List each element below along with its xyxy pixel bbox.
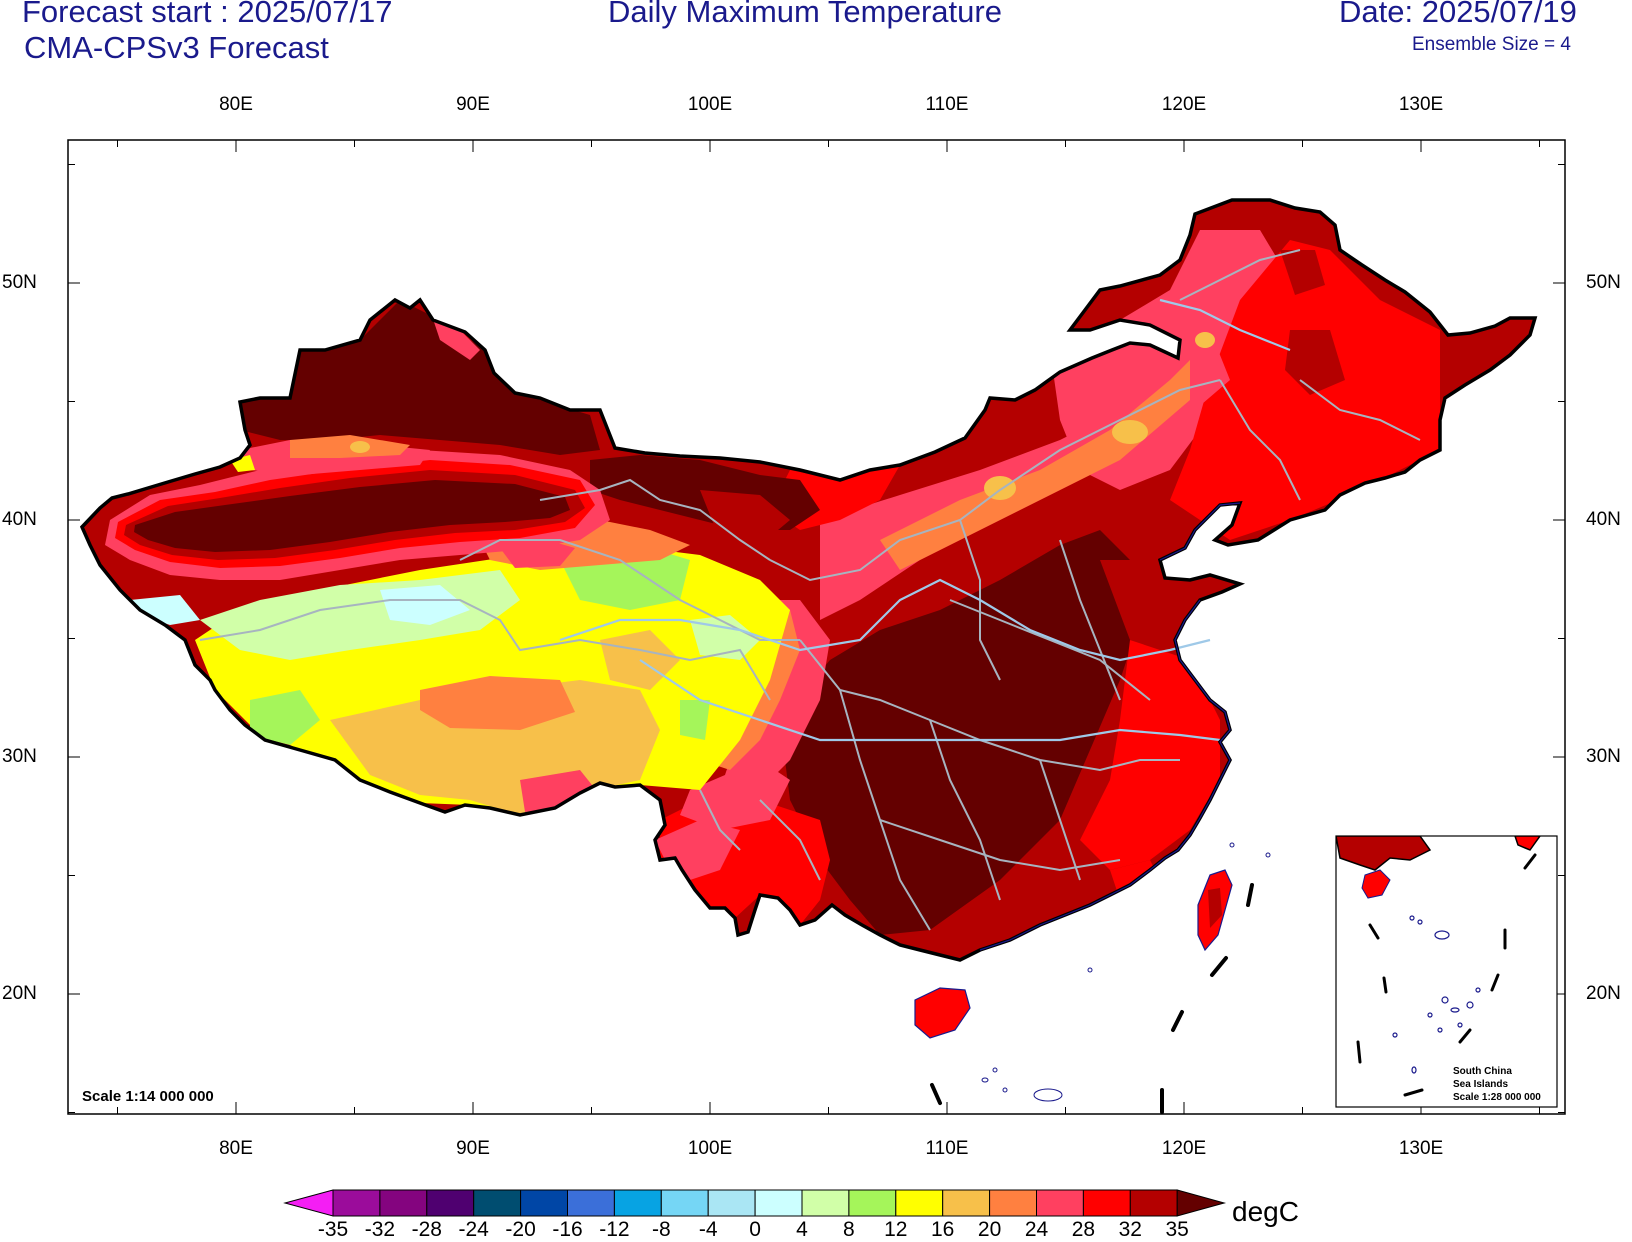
colorbar-tick-label: -12	[599, 1218, 630, 1241]
colorbar-box	[707, 1189, 756, 1217]
lon-label-top: 80E	[219, 94, 253, 115]
colorbar-box	[660, 1189, 709, 1217]
chart-title: Daily Maximum Temperature	[608, 0, 1002, 29]
lon-label-top: 90E	[456, 94, 490, 115]
lat-label-right: 50N	[1586, 272, 1621, 293]
colorbar-tick-label: 35	[1165, 1218, 1189, 1241]
colorbar	[283, 1189, 1227, 1217]
lon-label-top: 120E	[1161, 94, 1207, 115]
colorbar-tick-label: 12	[884, 1218, 908, 1241]
rivers	[559, 298, 1291, 742]
colorbar-tick-label: 32	[1118, 1218, 1142, 1241]
colorbar-tick-label: -28	[411, 1218, 442, 1241]
colorbar-unit-label: degC	[1232, 1196, 1299, 1227]
inset-scale-label: Scale 1:28 000 000	[1453, 1092, 1541, 1103]
colorbar-tick-label: 16	[931, 1218, 955, 1241]
scs-islands	[981, 842, 1271, 1102]
valid-date-label: Date: 2025/07/19	[1339, 0, 1577, 29]
lon-label-top: 130E	[1398, 94, 1444, 115]
colorbar-box	[801, 1189, 850, 1217]
colorbar-under-triangle	[283, 1189, 334, 1217]
colorbar-box	[1036, 1189, 1084, 1217]
inset-title-line2: Sea Islands	[1453, 1079, 1509, 1090]
colorbar-tick-label: 20	[977, 1218, 1002, 1241]
lat-label-left: 50N	[2, 272, 37, 293]
colorbar-over-triangle	[1176, 1189, 1227, 1217]
graticule-ticks	[68, 140, 1565, 1114]
colorbar-box	[473, 1189, 522, 1217]
lon-label-bottom: 80E	[219, 1138, 253, 1159]
colorbar-box	[332, 1189, 381, 1217]
lon-label-bottom: 90E	[456, 1138, 490, 1159]
colorbar-tick-label: 4	[796, 1218, 808, 1241]
lon-label-bottom: 100E	[687, 1138, 733, 1159]
lat-label-right: 30N	[1586, 746, 1621, 767]
colorbar-box	[754, 1189, 803, 1217]
lon-label-top: 100E	[687, 94, 733, 115]
model-label: CMA-CPSv3 Forecast	[24, 30, 329, 65]
colorbar-box	[520, 1189, 568, 1217]
south-china-sea-inset	[1335, 835, 1558, 1108]
colorbar-tick-label: -24	[458, 1218, 489, 1241]
lon-label-top: 110E	[925, 94, 969, 115]
colorbar-box	[1082, 1189, 1131, 1217]
colorbar-tick-label: -35	[317, 1218, 349, 1241]
colorbar-box	[848, 1189, 897, 1217]
coastline	[979, 502, 1241, 951]
colorbar-tick-label: -16	[552, 1218, 583, 1241]
colorbar-box	[895, 1189, 944, 1217]
colorbar-tick-label: -20	[505, 1218, 536, 1241]
lon-label-bottom: 110E	[925, 1138, 969, 1159]
colorbar-tick-label: -8	[651, 1218, 671, 1241]
map-scale-label: Scale 1:14 000 000	[82, 1088, 214, 1105]
colorbar-tick-label: 28	[1071, 1218, 1096, 1241]
colorbar-tick-label: -4	[698, 1218, 718, 1241]
colorbar-box	[1129, 1189, 1178, 1217]
colorbar-box	[567, 1189, 615, 1217]
lat-label-right: 20N	[1586, 983, 1621, 1004]
colorbar-tick-label: 8	[843, 1218, 855, 1241]
lat-label-left: 40N	[2, 509, 37, 530]
colorbar-box	[379, 1189, 428, 1217]
nine-dash-line	[930, 883, 1254, 1114]
lon-label-bottom: 130E	[1398, 1138, 1444, 1159]
lon-label-bottom: 120E	[1161, 1138, 1207, 1159]
colorbar-box	[426, 1189, 475, 1217]
colorbar-box	[942, 1189, 991, 1217]
colorbar-tick-label: 24	[1024, 1218, 1049, 1241]
colorbar-box	[989, 1189, 1037, 1217]
colorbar-box	[613, 1189, 662, 1217]
lat-label-right: 40N	[1586, 509, 1621, 530]
colorbar-tick-label: -32	[364, 1218, 396, 1241]
lat-label-left: 30N	[2, 746, 37, 767]
colorbar-tick-label: 0	[749, 1218, 761, 1241]
forecast-start-label: Forecast start : 2025/07/17	[22, 0, 393, 29]
hainan-island	[914, 987, 971, 1039]
lat-label-left: 20N	[2, 983, 37, 1004]
inset-title-line1: South China	[1453, 1066, 1512, 1077]
ensemble-size-label: Ensemble Size = 4	[1412, 34, 1571, 55]
